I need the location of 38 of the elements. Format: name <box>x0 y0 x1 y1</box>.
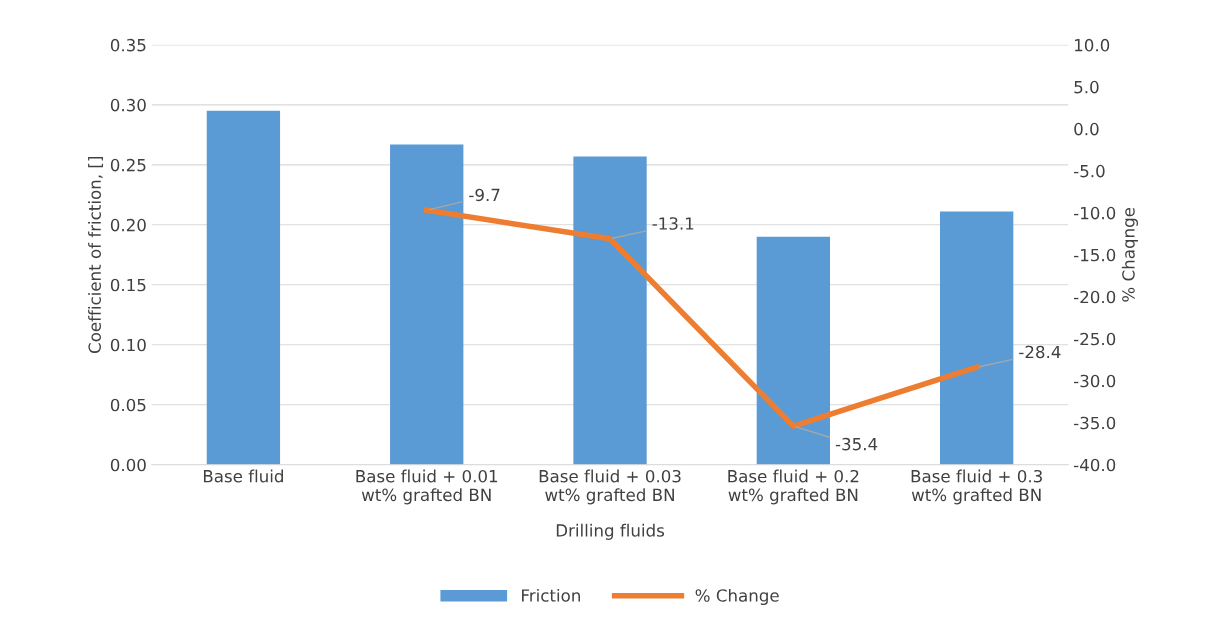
bar <box>206 110 281 465</box>
y-tick-label: 0.20 <box>110 218 146 232</box>
data-label: -35.4 <box>835 437 878 451</box>
y-tick-label: 0.15 <box>110 278 146 292</box>
y-axis-title: Coefficient of friction, [] <box>88 157 103 354</box>
x-tick-label: Base fluid + 0.03 wt% grafted BN <box>539 469 681 505</box>
y2-axis-title: % Chaqnge <box>1121 207 1138 302</box>
bar <box>940 211 1014 465</box>
y2-tick-label: 10.0 <box>1075 38 1110 52</box>
legend-label: Friction <box>522 588 580 602</box>
y-tick-label: 0.35 <box>110 38 146 52</box>
x-axis-title: Drilling fluids <box>556 523 665 540</box>
y-tick-label: 0.10 <box>110 338 146 352</box>
y2-tick-label: -35.0 <box>1074 416 1116 430</box>
y2-tick-label: -15.0 <box>1074 248 1116 262</box>
bar <box>390 144 464 465</box>
x-tick-label: Base fluid + 0.2 wt% grafted BN <box>728 469 859 505</box>
legend-label: % Change <box>695 588 779 606</box>
y2-tick-label: -30.0 <box>1074 374 1116 388</box>
y2-tick-label: 5.0 <box>1074 80 1099 94</box>
y2-tick-label: -40.0 <box>1074 458 1116 472</box>
x-tick-label: Base fluid + 0.3 wt% grafted BN <box>911 469 1042 505</box>
y-tick-label: 0.00 <box>110 458 146 472</box>
y2-tick-label: -25.0 <box>1074 332 1116 346</box>
x-tick-label: Base fluid + 0.01 wt% grafted BN <box>356 469 498 505</box>
data-label: -9.7 <box>469 188 500 202</box>
y-tick-label: 0.05 <box>110 398 146 412</box>
x-tick-label: Base fluid <box>203 469 283 483</box>
y2-tick-label: -5.0 <box>1074 164 1105 178</box>
y-tick-label: 0.25 <box>110 158 146 172</box>
data-label: -13.1 <box>652 217 694 230</box>
y-tick-label: 0.30 <box>110 98 146 112</box>
y2-tick-label: 0.0 <box>1074 122 1099 136</box>
y2-tick-label: -10.0 <box>1074 206 1116 220</box>
bar <box>573 156 647 465</box>
bar <box>756 236 831 465</box>
data-label: -28.4 <box>1019 345 1061 359</box>
y2-tick-label: -20.0 <box>1074 290 1116 304</box>
